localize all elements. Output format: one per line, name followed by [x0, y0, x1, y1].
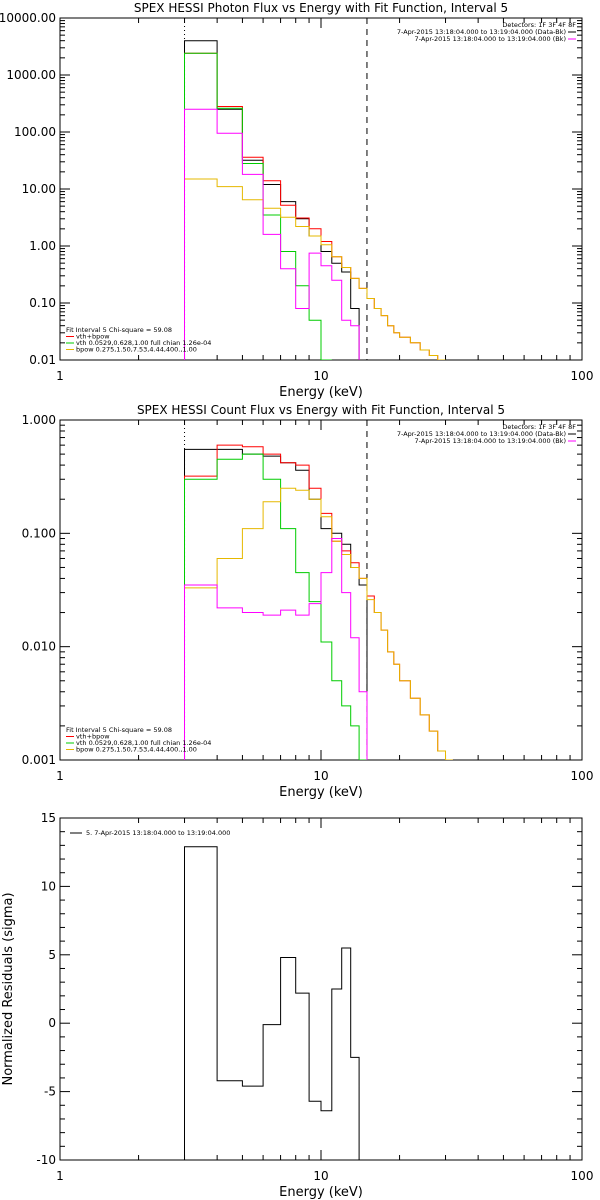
legend-left-item: vth+bpow	[76, 733, 110, 741]
x-axis-label: Energy (keV)	[279, 785, 363, 800]
series-total-line	[184, 40, 360, 360]
x-tick-label: 1	[56, 1169, 64, 1183]
legend-left-item: vth+bpow	[76, 333, 110, 341]
plot-3: 1 10 100 Energy (keV) -10 -5 0 5 10 15 Normalized …	[1, 811, 593, 1200]
y-tick-label: 0.001	[22, 753, 56, 767]
y-tick-label: 1000.00	[6, 68, 56, 82]
x-tick-label: 100	[571, 369, 594, 383]
legend-right-item: 7-Apr-2015 13:18:04.000 to 13:19:04.000 …	[397, 430, 566, 438]
x-tick-label: 1	[56, 369, 64, 383]
legend-detectors: Detectors: 1F 3F 4F 8F	[502, 423, 576, 431]
legend-left-item: vth 0.0529,0.628,1.00 full chian 1.26e-0…	[76, 739, 211, 747]
y-tick-label: 0.010	[22, 640, 56, 654]
series-fit-line	[184, 444, 453, 760]
chart-title: SPEX HESSI Photon Flux vs Energy with Fi…	[134, 1, 508, 15]
chart-title: SPEX HESSI Count Flux vs Energy with Fit…	[137, 403, 505, 417]
x-tick-label: 100	[571, 769, 594, 783]
series-group	[184, 846, 367, 1160]
legend-left-item: bpow 0.275,1.50,7.53,4.44,400.,1.00	[76, 346, 197, 354]
y-tick-label: 5	[48, 948, 56, 962]
x-tick-label: 10	[313, 369, 328, 383]
legend-left-header: Fit Interval 5 Chi-square = 59.08	[66, 326, 172, 334]
x-tick-label: 1	[56, 769, 64, 783]
y-tick-label: 0.10	[29, 296, 56, 310]
y-tick-label: -10	[36, 1153, 56, 1167]
series-background-line	[184, 538, 368, 760]
legend-right-item: 7-Apr-2015 13:18:04.000 to 13:19:04.000 …	[415, 437, 566, 445]
series-fit-line	[184, 52, 446, 360]
y-tick-label: 10	[41, 879, 56, 893]
x-axis-label: Energy (keV)	[279, 1185, 363, 1200]
y-tick-label: 0.100	[22, 526, 56, 540]
x-tick-label: 100	[571, 1169, 594, 1183]
series-bpow-line	[184, 487, 453, 760]
legend-left-item: bpow 0.275,1.50,7.53,4.44,400.,1.00	[76, 746, 197, 754]
legend-right-item: 7-Apr-2015 13:18:04.000 to 13:19:04.000 …	[397, 28, 566, 36]
series-background-line	[184, 108, 360, 360]
legend-left-item: vth 0.0529,0.628,1.00 full chian 1.26e-0…	[76, 339, 211, 347]
series-total-line	[184, 846, 367, 1160]
series-vth-line	[184, 52, 332, 360]
y-tick-label: 15	[41, 811, 56, 825]
y-tick-label: 100.00	[14, 125, 56, 139]
series-vth-line	[184, 453, 367, 760]
y-tick-label: 0.01	[29, 353, 56, 367]
legend-left-item: 5. 7-Apr-2015 13:18:04.000 to 13:19:04.0…	[86, 829, 230, 837]
y-tick-label: 1.000	[22, 413, 56, 427]
legend-detectors: Detectors: 1F 3F 4F 8F	[502, 21, 576, 29]
legend-right-item: 7-Apr-2015 13:18:04.000 to 13:19:04.000 …	[415, 35, 566, 43]
x-tick-label: 10	[313, 1169, 328, 1183]
series-bpow-line	[184, 178, 446, 360]
y-tick-label: -5	[44, 1085, 56, 1099]
series-total-line	[184, 448, 368, 760]
y-tick-label: 0	[48, 1016, 56, 1030]
series-group	[184, 40, 446, 360]
plot-2: SPEX HESSI Count Flux vs Energy with Fit…	[22, 403, 594, 800]
y-axis-label: Normalized Residuals (sigma)	[1, 892, 16, 1085]
series-group	[184, 444, 453, 760]
plot-frame	[59, 17, 583, 361]
x-axis-label: Energy (keV)	[279, 385, 363, 400]
x-tick-label: 10	[313, 769, 328, 783]
y-tick-label: 10000.00	[0, 11, 56, 25]
plot-1: SPEX HESSI Photon Flux vs Energy with Fi…	[0, 1, 593, 400]
y-tick-label: 1.00	[29, 239, 56, 253]
legend-left-header: Fit Interval 5 Chi-square = 59.08	[66, 726, 172, 734]
y-tick-label: 10.00	[22, 182, 56, 196]
